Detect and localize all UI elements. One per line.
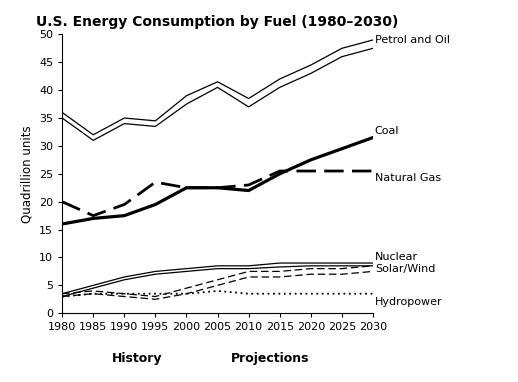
Text: Solar/Wind: Solar/Wind xyxy=(375,264,435,274)
Text: Nuclear: Nuclear xyxy=(375,253,418,262)
Text: Hydropower: Hydropower xyxy=(375,296,442,306)
Title: U.S. Energy Consumption by Fuel (1980–2030): U.S. Energy Consumption by Fuel (1980–20… xyxy=(36,15,399,29)
Text: History: History xyxy=(111,352,162,365)
Text: Coal: Coal xyxy=(375,126,399,136)
Text: Petrol and Oil: Petrol and Oil xyxy=(375,35,450,45)
Y-axis label: Quadrillion units: Quadrillion units xyxy=(20,125,34,223)
Text: Projections: Projections xyxy=(231,352,310,365)
Text: Natural Gas: Natural Gas xyxy=(375,173,441,183)
